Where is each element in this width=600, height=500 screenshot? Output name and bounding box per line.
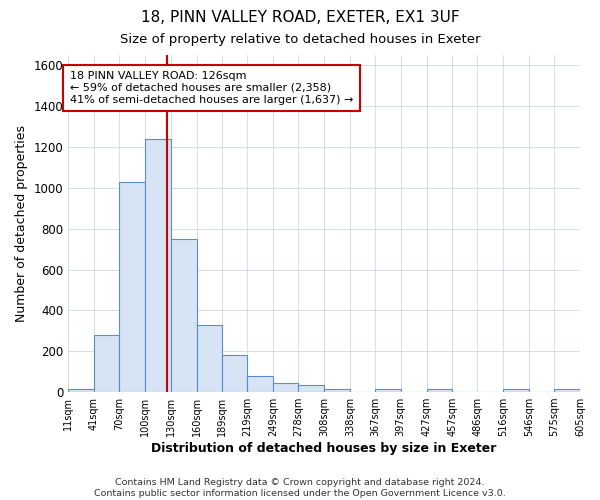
Bar [145,139,171,392]
Text: Size of property relative to detached houses in Exeter: Size of property relative to detached ho… [120,32,480,46]
Text: 18, PINN VALLEY ROAD, EXETER, EX1 3UF: 18, PINN VALLEY ROAD, EXETER, EX1 3UF [140,10,460,25]
Bar [427,389,452,392]
Bar [375,389,401,392]
Bar [503,389,529,392]
Bar [221,356,247,392]
Bar [68,389,94,392]
Text: 18 PINN VALLEY ROAD: 126sqm
← 59% of detached houses are smaller (2,358)
41% of : 18 PINN VALLEY ROAD: 126sqm ← 59% of det… [70,72,353,104]
Y-axis label: Number of detached properties: Number of detached properties [15,125,28,322]
Text: Contains HM Land Registry data © Crown copyright and database right 2024.
Contai: Contains HM Land Registry data © Crown c… [94,478,506,498]
Bar [247,376,273,392]
Bar [273,383,298,392]
X-axis label: Distribution of detached houses by size in Exeter: Distribution of detached houses by size … [151,442,497,455]
Bar [171,239,197,392]
Bar [554,389,580,392]
Bar [298,385,324,392]
Bar [119,182,145,392]
Bar [94,335,119,392]
Bar [197,324,221,392]
Bar [324,389,350,392]
